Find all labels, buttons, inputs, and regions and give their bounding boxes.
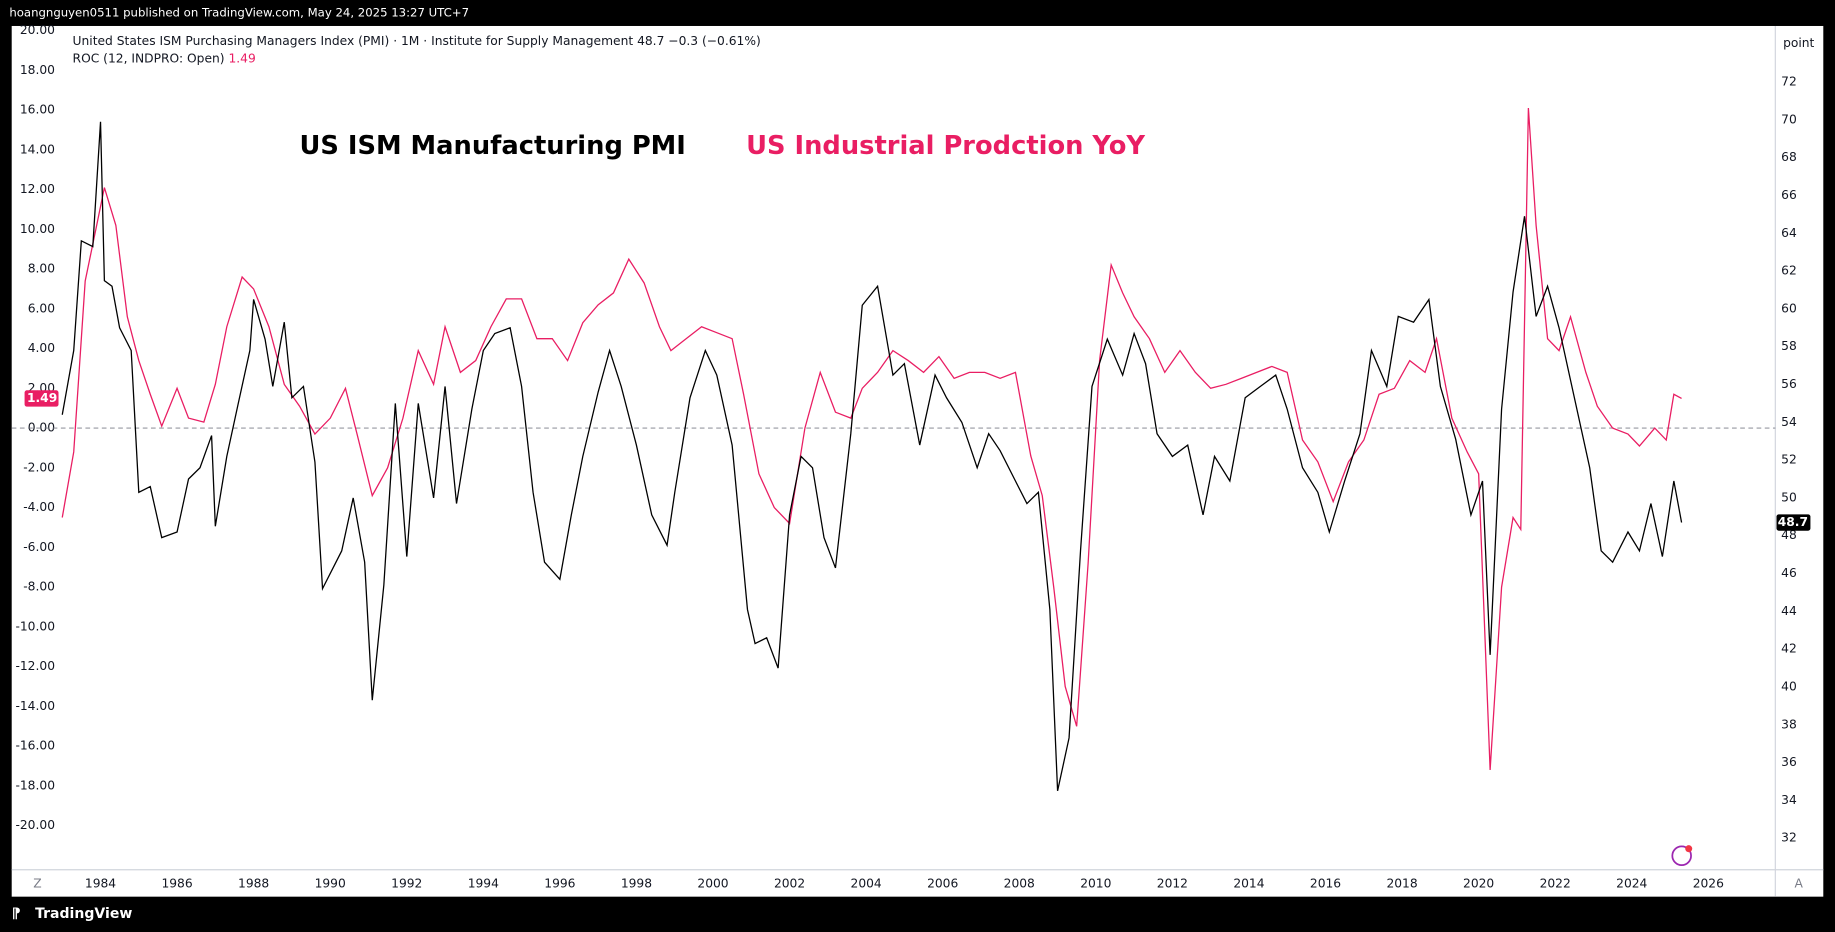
legend-name: United States ISM Purchasing Managers In…: [73, 34, 634, 48]
y-tick-label: 18.00: [20, 63, 55, 77]
last-value-label: 1.49: [27, 391, 57, 405]
brand-logo: ⁋: [12, 906, 21, 922]
x-tick-label: 2018: [1386, 876, 1417, 890]
a-button[interactable]: A: [1795, 876, 1804, 890]
y2-tick-label: 50: [1781, 490, 1797, 504]
legend-value: 1.49: [228, 51, 255, 65]
byline: hoangnguyen0511 published on TradingView…: [9, 6, 469, 20]
x-tick-label: 2014: [1233, 876, 1264, 890]
y2-tick-label: 60: [1781, 301, 1797, 315]
last-value-badge: [1776, 514, 1811, 531]
legend-entry: ROC (12, INDPRO: Open) 1.49: [73, 51, 256, 65]
legend-name: ROC (12, INDPRO: Open): [73, 51, 225, 65]
x-tick-label: 2026: [1693, 876, 1724, 890]
legend-entry: United States ISM Purchasing Managers In…: [73, 34, 761, 48]
y2-tick-label: 34: [1781, 793, 1797, 807]
y2-tick-label: 56: [1781, 377, 1797, 391]
alert-dot: [1685, 845, 1693, 853]
x-tick-label: 2004: [851, 876, 882, 890]
y-tick-label: 12.00: [20, 182, 55, 196]
chart-panel: [11, 25, 1824, 897]
y2-tick-label: 46: [1781, 566, 1797, 580]
annotation: US Industrial Prodction YoY: [746, 131, 1145, 161]
brand: TradingView: [35, 906, 132, 922]
last-value-badge: [24, 390, 59, 407]
y-tick-label: 6.00: [28, 301, 55, 315]
x-tick-label: 2000: [697, 876, 728, 890]
y-tick-label: -8.00: [23, 580, 55, 594]
x-tick-label: 1984: [85, 876, 116, 890]
y-tick-label: 8.00: [28, 262, 55, 276]
y-tick-label: 4.00: [28, 341, 55, 355]
y2-tick-label: 38: [1781, 717, 1797, 731]
y-tick-label: -16.00: [15, 739, 55, 753]
y-tick-label: -2.00: [23, 460, 55, 474]
last-value-label: 48.7: [1778, 515, 1808, 529]
y2-axis-label: point: [1783, 36, 1814, 50]
y2-tick-label: 62: [1781, 264, 1797, 278]
y-tick-label: -10.00: [15, 619, 55, 633]
x-tick-label: 2002: [774, 876, 805, 890]
y2-tick-label: 48: [1781, 528, 1797, 542]
x-tick-label: 1994: [468, 876, 499, 890]
y-tick-label: -4.00: [23, 500, 55, 514]
x-tick-label: 1996: [544, 876, 575, 890]
y-tick-label: -18.00: [15, 778, 55, 792]
y2-tick-label: 72: [1781, 75, 1797, 89]
y-tick-label: 20.00: [20, 23, 55, 37]
y2-tick-label: 68: [1781, 150, 1797, 164]
x-tick-label: 2010: [1080, 876, 1111, 890]
x-tick-label: 1990: [315, 876, 346, 890]
y2-tick-label: 66: [1781, 188, 1797, 202]
x-tick-label: 1988: [238, 876, 269, 890]
x-tick-label: 1992: [391, 876, 422, 890]
y2-tick-label: 40: [1781, 679, 1797, 693]
y2-tick-label: 52: [1781, 453, 1797, 467]
y-tick-label: 16.00: [20, 103, 55, 117]
annotation: US ISM Manufacturing PMI: [299, 131, 685, 161]
y-tick-label: -12.00: [15, 659, 55, 673]
y-tick-label: 14.00: [20, 142, 55, 156]
y2-tick-label: 54: [1781, 415, 1797, 429]
y2-tick-label: 42: [1781, 642, 1797, 656]
y-tick-label: 0.00: [28, 421, 55, 435]
legend-change: −0.3 (−0.61%): [668, 34, 761, 48]
series-line: [61, 121, 1683, 792]
x-tick-label: 1998: [621, 876, 652, 890]
x-tick-label: 2016: [1310, 876, 1341, 890]
y-tick-label: -14.00: [15, 699, 55, 713]
y2-tick-label: 44: [1781, 604, 1797, 618]
y-tick-label: -20.00: [15, 818, 55, 832]
alert-icon[interactable]: [1671, 845, 1692, 866]
x-tick-label: 2022: [1540, 876, 1571, 890]
x-tick-label: 2006: [927, 876, 958, 890]
y2-tick-label: 32: [1781, 831, 1797, 845]
x-tick-label: 2008: [1004, 876, 1035, 890]
y2-tick-label: 36: [1781, 755, 1797, 769]
y-tick-label: -6.00: [23, 540, 55, 554]
y2-tick-label: 64: [1781, 226, 1797, 240]
z-button[interactable]: Z: [33, 876, 41, 890]
x-tick-label: 1986: [161, 876, 192, 890]
y-tick-label: 10.00: [20, 222, 55, 236]
x-tick-label: 2020: [1463, 876, 1494, 890]
y2-tick-label: 58: [1781, 339, 1797, 353]
legend-value: 48.7: [637, 34, 664, 48]
y2-tick-label: 70: [1781, 112, 1797, 126]
x-tick-label: 2024: [1616, 876, 1647, 890]
x-tick-label: 2012: [1157, 876, 1188, 890]
